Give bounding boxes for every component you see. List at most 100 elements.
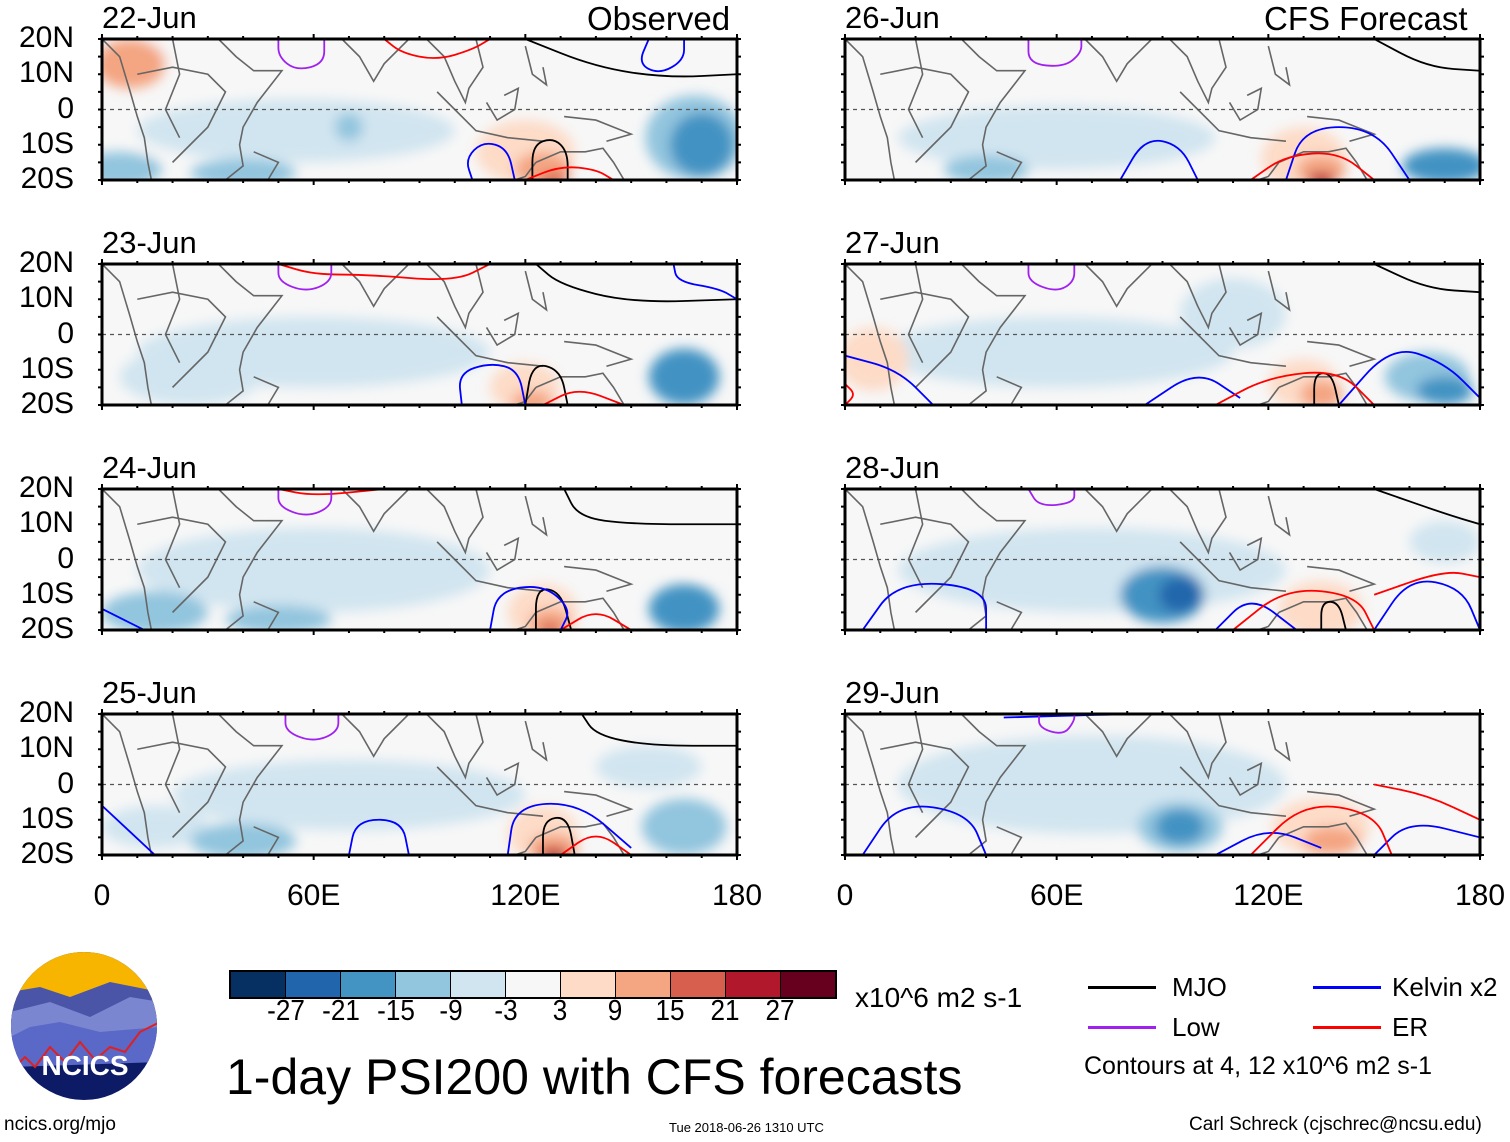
er-contour <box>524 166 614 180</box>
kelvin-contour <box>1144 376 1241 405</box>
site-link[interactable]: ncics.org/mjo <box>4 1114 116 1135</box>
coastline <box>1267 45 1291 87</box>
legend-low-label: Low <box>1172 1012 1220 1042</box>
mjo-contour <box>524 364 569 405</box>
chart-title: 1-day PSI200 with CFS forecasts <box>226 1049 963 1105</box>
anomaly-blob <box>897 105 1216 170</box>
low-contour <box>1038 714 1076 734</box>
panel-date: 26-Jun <box>845 0 940 35</box>
low-contour <box>1027 264 1076 291</box>
coastline <box>960 39 1027 180</box>
coastline <box>564 790 634 817</box>
coastline <box>1228 536 1263 572</box>
anomaly-blob <box>334 113 364 142</box>
coastline <box>907 264 924 364</box>
coastline <box>996 601 1023 630</box>
anomaly-blob <box>528 608 572 630</box>
kelvin-contour <box>845 354 934 405</box>
coastline <box>1168 489 1227 555</box>
map-panel-25-Jun <box>98 709 741 860</box>
coastline <box>1267 495 1291 537</box>
legend-er-line <box>1313 1026 1381 1029</box>
panel-date: 22-Jun <box>102 0 197 35</box>
coastline <box>1307 565 1377 592</box>
anomaly-blob <box>172 759 526 831</box>
coastline <box>102 264 153 405</box>
coastline <box>137 291 227 388</box>
anomaly-blob <box>845 327 909 391</box>
lat-tick-label: 20S <box>20 162 74 195</box>
coastline <box>1179 91 1287 143</box>
coastline <box>341 264 410 308</box>
low-contour <box>1027 489 1076 507</box>
anomaly-blob <box>190 158 297 180</box>
legend-mjo-line <box>1088 986 1156 989</box>
coastline <box>436 91 544 143</box>
coastline <box>217 264 284 405</box>
coastline <box>1228 311 1263 347</box>
coastline <box>485 536 520 572</box>
coastline <box>1278 597 1368 630</box>
coastline <box>1084 489 1153 533</box>
anomaly-blob <box>845 39 1198 68</box>
kelvin-contour <box>1373 580 1480 630</box>
coastline <box>341 714 410 758</box>
anomaly-blob <box>648 348 720 405</box>
coastline <box>960 714 1027 855</box>
map-panel-29-Jun <box>841 709 1484 860</box>
coastline <box>217 714 284 855</box>
coastline <box>524 45 548 87</box>
legend-kelvin-line <box>1313 986 1381 989</box>
mjo-contour <box>563 489 737 526</box>
coastline <box>253 376 280 405</box>
legend-low-line <box>1088 1026 1156 1029</box>
colorbar-swatch <box>671 972 726 997</box>
lat-tick-label: 10S <box>20 576 74 610</box>
lat-tick-label: 20N <box>18 696 74 729</box>
coastline <box>436 541 544 593</box>
coastline <box>1267 270 1291 312</box>
anomaly-blob <box>102 805 208 848</box>
er-contour <box>1250 805 1393 855</box>
coastline <box>996 826 1023 855</box>
kelvin-contour <box>506 802 632 855</box>
anomaly-blob <box>102 39 166 89</box>
coastline <box>907 39 924 139</box>
er-contour <box>1250 152 1375 180</box>
anomaly-blob <box>897 735 1286 834</box>
lon-tick-label: 120E <box>490 879 561 912</box>
coastline <box>535 822 625 855</box>
lat-tick-label: 10N <box>18 281 74 315</box>
coastline <box>1307 340 1377 367</box>
author-credit: Carl Schreck (cjschrec@ncsu.edu) <box>1189 1114 1482 1135</box>
lat-tick-label: 20S <box>20 387 74 420</box>
coastline <box>102 39 153 180</box>
anomaly-blob <box>137 527 491 613</box>
lat-tick-label: 10S <box>20 351 74 385</box>
coastline <box>485 761 520 797</box>
coastline <box>164 264 181 364</box>
panel-date: 24-Jun <box>102 450 197 485</box>
er-contour <box>1373 783 1480 821</box>
low-contour <box>277 489 333 516</box>
kelvin-contour <box>672 264 737 301</box>
anomaly-blob <box>1356 756 1463 813</box>
coastline <box>535 597 625 630</box>
coastline <box>880 291 970 388</box>
panel-date: 25-Jun <box>102 675 197 710</box>
coastline <box>485 311 520 347</box>
colorbar-label: 3 <box>553 995 568 1027</box>
lat-tick-label: 0 <box>57 766 74 800</box>
anomaly-blob <box>225 605 332 630</box>
panel-date: 29-Jun <box>845 675 940 710</box>
lon-tick-label: 60E <box>1029 879 1084 912</box>
coastline <box>137 66 227 163</box>
kelvin-contour <box>1214 602 1298 630</box>
colorbar-label: 27 <box>765 995 795 1027</box>
anomaly-blob <box>641 798 727 855</box>
anomaly-blob <box>1416 376 1473 405</box>
timestamp: Tue 2018-06-26 1310 UTC <box>669 1120 824 1135</box>
lat-tick-label: 10N <box>18 731 74 765</box>
lon-tick-label: 180 <box>1454 879 1506 912</box>
lat-tick-label: 20N <box>18 246 74 279</box>
